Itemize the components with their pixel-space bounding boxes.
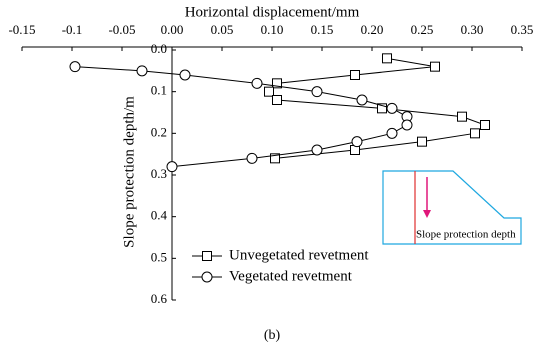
- marker: [136, 65, 148, 77]
- legend-marker: [202, 251, 212, 261]
- inset-arrowhead: [423, 210, 431, 218]
- y-tick-label: 0.2: [151, 124, 167, 139]
- x-tick-label: 0.35: [511, 22, 534, 37]
- x-tick-label: 0.15: [311, 22, 334, 37]
- x-tick-label: 0.25: [411, 22, 434, 37]
- marker: [430, 61, 440, 72]
- y-tick-label: 0.5: [151, 249, 167, 264]
- x-tick-label: 0.20: [361, 22, 384, 37]
- caption: (b): [264, 328, 281, 343]
- x-tick-label: 0.10: [261, 22, 284, 37]
- marker: [386, 127, 398, 139]
- inset-label: Slope protection depth: [416, 229, 516, 241]
- marker: [272, 78, 282, 89]
- x-tick-label: 0.30: [461, 22, 484, 37]
- marker: [401, 119, 413, 131]
- marker: [179, 69, 191, 81]
- x-tick-label: 0.00: [161, 22, 184, 37]
- x-axis-title: Horizontal displacement/mm: [185, 4, 360, 20]
- marker: [470, 128, 480, 139]
- marker: [417, 136, 427, 147]
- legend-marker: [201, 271, 213, 283]
- x-tick-label: -0.05: [108, 22, 135, 37]
- marker: [382, 53, 392, 64]
- x-tick-label: 0.05: [211, 22, 234, 37]
- legend-label: Unvegetated revetment: [229, 247, 369, 263]
- series-line: [74, 66, 408, 168]
- marker: [311, 86, 323, 98]
- inset-frame: [382, 170, 522, 245]
- x-tick-label: -0.1: [62, 22, 83, 37]
- marker: [311, 144, 323, 156]
- marker: [351, 136, 363, 148]
- marker: [272, 95, 282, 105]
- x-tick-label: -0.15: [8, 22, 35, 37]
- y-tick-label: 0.3: [151, 166, 167, 181]
- marker: [69, 61, 81, 73]
- marker: [270, 153, 280, 164]
- marker: [457, 111, 467, 122]
- marker: [246, 152, 258, 164]
- marker: [350, 70, 360, 80]
- y-axis-title: Slope protection depth/m: [121, 96, 137, 248]
- marker: [166, 161, 178, 173]
- y-tick-label: 0.4: [151, 208, 168, 223]
- y-tick-label: 0.1: [151, 83, 167, 98]
- marker: [356, 94, 368, 106]
- marker: [386, 102, 398, 114]
- marker: [264, 86, 274, 97]
- marker: [480, 120, 490, 130]
- y-tick-label: 0.0: [151, 41, 167, 56]
- marker: [251, 77, 263, 89]
- y-tick-label: 0.6: [151, 291, 168, 306]
- inset: Slope protection depth: [382, 170, 522, 245]
- legend-label: Vegetated revetment: [229, 268, 353, 284]
